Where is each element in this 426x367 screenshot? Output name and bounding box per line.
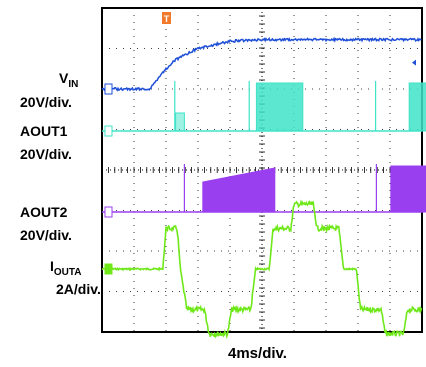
iouta-scale-label: 2A/div. [56, 281, 101, 297]
trigger-marker-text: T [164, 14, 170, 24]
vin-ref-arrow-icon [412, 59, 416, 66]
aout1-pulse-burst [255, 82, 304, 132]
aout2-flat-burst [390, 165, 426, 213]
ch2-marker-icon [104, 125, 113, 137]
ch3-marker-icon [104, 206, 113, 218]
aout2-ramp-burst [202, 167, 276, 213]
trigger-marker-icon [162, 12, 171, 24]
aout1-label: AOUT1 [20, 123, 68, 139]
aout1-pulse-burst [408, 82, 426, 132]
ch4-marker-icon [104, 263, 113, 275]
x-axis-label: 4ms/div. [228, 345, 287, 362]
aout2-scale-label: 20V/div. [20, 227, 72, 243]
ch1-marker-icon [104, 83, 113, 95]
aout1-pulse-burst [175, 112, 185, 132]
vin-scale-label: 20V/div. [20, 94, 72, 110]
iouta-trace [101, 199, 423, 340]
aout2-label: AOUT2 [20, 204, 68, 220]
aout1-scale-label: 20V/div. [20, 146, 72, 162]
vin-trace [101, 36, 422, 92]
vin-label: VIN [59, 70, 79, 90]
iouta-label: IOUTA [50, 258, 82, 278]
